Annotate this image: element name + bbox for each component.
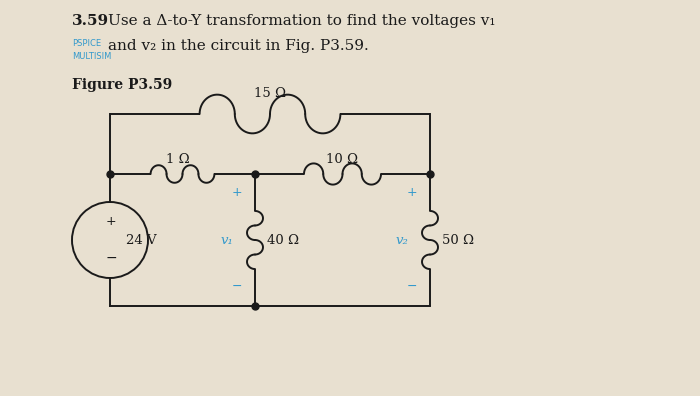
Text: 15 Ω: 15 Ω <box>254 87 286 100</box>
Text: 3.59: 3.59 <box>72 14 109 28</box>
Text: +: + <box>106 215 116 228</box>
Text: −: − <box>407 280 417 293</box>
Text: 1 Ω: 1 Ω <box>166 153 189 166</box>
Text: 24 V: 24 V <box>126 234 157 246</box>
Text: +: + <box>407 185 417 198</box>
Text: Figure P3.59: Figure P3.59 <box>72 78 172 92</box>
Text: PSPICE: PSPICE <box>72 39 101 48</box>
Text: +: + <box>232 185 242 198</box>
Text: −: − <box>232 280 242 293</box>
Text: −: − <box>105 251 117 265</box>
Text: Use a Δ-to-Y transformation to find the voltages v₁: Use a Δ-to-Y transformation to find the … <box>108 14 496 28</box>
Text: v₁: v₁ <box>220 234 233 246</box>
Text: and v₂ in the circuit in Fig. P3.59.: and v₂ in the circuit in Fig. P3.59. <box>108 39 369 53</box>
Text: MULTISIM: MULTISIM <box>72 52 111 61</box>
Text: 40 Ω: 40 Ω <box>267 234 299 246</box>
Text: 10 Ω: 10 Ω <box>326 153 358 166</box>
Text: v₂: v₂ <box>395 234 408 246</box>
Text: 50 Ω: 50 Ω <box>442 234 474 246</box>
